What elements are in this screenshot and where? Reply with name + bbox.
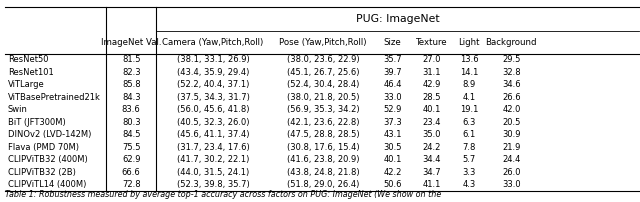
Text: 52.9: 52.9 <box>383 105 402 114</box>
Text: 27.0: 27.0 <box>422 55 440 64</box>
Text: (51.8, 29.0, 26.4): (51.8, 29.0, 26.4) <box>287 180 359 189</box>
Text: 33.0: 33.0 <box>383 93 402 102</box>
Text: 30.9: 30.9 <box>502 130 520 139</box>
Text: 4.3: 4.3 <box>463 180 476 189</box>
Text: Pose (Yaw,Pitch,Roll): Pose (Yaw,Pitch,Roll) <box>279 38 367 47</box>
Text: 26.6: 26.6 <box>502 93 521 102</box>
Text: 34.6: 34.6 <box>502 80 521 89</box>
Text: (38.0, 23.6, 22.9): (38.0, 23.6, 22.9) <box>287 55 359 64</box>
Text: 14.1: 14.1 <box>460 68 478 77</box>
Text: 81.5: 81.5 <box>122 55 140 64</box>
Text: (56.9, 35.3, 34.2): (56.9, 35.3, 34.2) <box>287 105 359 114</box>
Text: Light: Light <box>458 38 480 47</box>
Text: (44.0, 31.5, 24.1): (44.0, 31.5, 24.1) <box>177 168 249 177</box>
Text: 72.8: 72.8 <box>122 180 141 189</box>
Text: Size: Size <box>384 38 401 47</box>
Text: 24.4: 24.4 <box>502 155 520 164</box>
Text: 41.1: 41.1 <box>422 180 440 189</box>
Text: 31.1: 31.1 <box>422 68 440 77</box>
Text: 84.3: 84.3 <box>122 93 141 102</box>
Text: 8.9: 8.9 <box>463 80 476 89</box>
Text: 42.0: 42.0 <box>502 105 520 114</box>
Text: 24.2: 24.2 <box>422 143 440 152</box>
Text: 37.3: 37.3 <box>383 118 402 127</box>
Text: (42.1, 23.6, 22.8): (42.1, 23.6, 22.8) <box>287 118 359 127</box>
Text: (52.4, 30.4, 28.4): (52.4, 30.4, 28.4) <box>287 80 359 89</box>
Text: ResNet101: ResNet101 <box>8 68 53 77</box>
Text: CLIPViTL14 (400M): CLIPViTL14 (400M) <box>8 180 86 189</box>
Text: 80.3: 80.3 <box>122 118 141 127</box>
Text: 33.0: 33.0 <box>502 180 521 189</box>
Text: 3.3: 3.3 <box>463 168 476 177</box>
Text: PUG: ImageNet: PUG: ImageNet <box>356 14 439 24</box>
Text: 40.1: 40.1 <box>422 105 440 114</box>
Text: (40.5, 32.3, 26.0): (40.5, 32.3, 26.0) <box>177 118 250 127</box>
Text: (45.6, 41.1, 37.4): (45.6, 41.1, 37.4) <box>177 130 250 139</box>
Text: 30.5: 30.5 <box>383 143 402 152</box>
Text: (43.4, 35.9, 29.4): (43.4, 35.9, 29.4) <box>177 68 250 77</box>
Text: 29.5: 29.5 <box>502 55 520 64</box>
Text: 66.6: 66.6 <box>122 168 141 177</box>
Text: 85.8: 85.8 <box>122 80 141 89</box>
Text: (52.3, 39.8, 35.7): (52.3, 39.8, 35.7) <box>177 180 250 189</box>
Text: (45.1, 26.7, 25.6): (45.1, 26.7, 25.6) <box>287 68 359 77</box>
Text: (30.8, 17.6, 15.4): (30.8, 17.6, 15.4) <box>287 143 359 152</box>
Text: 75.5: 75.5 <box>122 143 140 152</box>
Text: (31.7, 23.4, 17.6): (31.7, 23.4, 17.6) <box>177 143 250 152</box>
Text: Flava (PMD 70M): Flava (PMD 70M) <box>8 143 79 152</box>
Text: ImageNet Val.: ImageNet Val. <box>101 38 161 47</box>
Text: 39.7: 39.7 <box>383 68 402 77</box>
Text: 42.2: 42.2 <box>383 168 402 177</box>
Text: 23.4: 23.4 <box>422 118 440 127</box>
Text: 35.7: 35.7 <box>383 55 402 64</box>
Text: 4.1: 4.1 <box>463 93 476 102</box>
Text: 43.1: 43.1 <box>383 130 402 139</box>
Text: (43.8, 24.8, 21.8): (43.8, 24.8, 21.8) <box>287 168 359 177</box>
Text: 82.3: 82.3 <box>122 68 141 77</box>
Text: (38.1, 33.1, 26.9): (38.1, 33.1, 26.9) <box>177 55 250 64</box>
Text: 28.5: 28.5 <box>422 93 440 102</box>
Text: 21.9: 21.9 <box>502 143 520 152</box>
Text: 34.7: 34.7 <box>422 168 441 177</box>
Text: Camera (Yaw,Pitch,Roll): Camera (Yaw,Pitch,Roll) <box>163 38 264 47</box>
Text: (41.7, 30.2, 22.1): (41.7, 30.2, 22.1) <box>177 155 250 164</box>
Text: CLIPViTB32 (2B): CLIPViTB32 (2B) <box>8 168 76 177</box>
Text: 26.0: 26.0 <box>502 168 520 177</box>
Text: ViTBasePretrained21k: ViTBasePretrained21k <box>8 93 100 102</box>
Text: 84.5: 84.5 <box>122 130 140 139</box>
Text: 7.8: 7.8 <box>463 143 476 152</box>
Text: 6.3: 6.3 <box>463 118 476 127</box>
Text: ViTLarge: ViTLarge <box>8 80 44 89</box>
Text: 50.6: 50.6 <box>383 180 402 189</box>
Text: 42.9: 42.9 <box>422 80 440 89</box>
Text: (38.0, 21.8, 20.5): (38.0, 21.8, 20.5) <box>287 93 359 102</box>
Text: (56.0, 45.6, 41.8): (56.0, 45.6, 41.8) <box>177 105 250 114</box>
Text: Table 1: Robustness measured by average top-1 accuracy across factors on PUG: Im: Table 1: Robustness measured by average … <box>5 190 442 199</box>
Text: (52.2, 40.4, 37.1): (52.2, 40.4, 37.1) <box>177 80 250 89</box>
Text: (37.5, 34.3, 31.7): (37.5, 34.3, 31.7) <box>177 93 250 102</box>
Text: ResNet50: ResNet50 <box>8 55 48 64</box>
Text: 20.5: 20.5 <box>502 118 520 127</box>
Text: (47.5, 28.8, 28.5): (47.5, 28.8, 28.5) <box>287 130 359 139</box>
Text: 83.6: 83.6 <box>122 105 141 114</box>
Text: 32.8: 32.8 <box>502 68 521 77</box>
Text: DINOv2 (LVD-142M): DINOv2 (LVD-142M) <box>8 130 91 139</box>
Text: 34.4: 34.4 <box>422 155 440 164</box>
Text: 46.4: 46.4 <box>383 80 402 89</box>
Text: 13.6: 13.6 <box>460 55 479 64</box>
Text: 6.1: 6.1 <box>463 130 476 139</box>
Text: 5.7: 5.7 <box>463 155 476 164</box>
Text: 62.9: 62.9 <box>122 155 140 164</box>
Text: Texture: Texture <box>415 38 447 47</box>
Text: 40.1: 40.1 <box>383 155 402 164</box>
Text: (41.6, 23.8, 20.9): (41.6, 23.8, 20.9) <box>287 155 359 164</box>
Text: 19.1: 19.1 <box>460 105 478 114</box>
Text: 35.0: 35.0 <box>422 130 440 139</box>
Text: BiT (JFT300M): BiT (JFT300M) <box>8 118 65 127</box>
Text: CLIPViTB32 (400M): CLIPViTB32 (400M) <box>8 155 88 164</box>
Text: Background: Background <box>486 38 537 47</box>
Text: Swin: Swin <box>8 105 28 114</box>
